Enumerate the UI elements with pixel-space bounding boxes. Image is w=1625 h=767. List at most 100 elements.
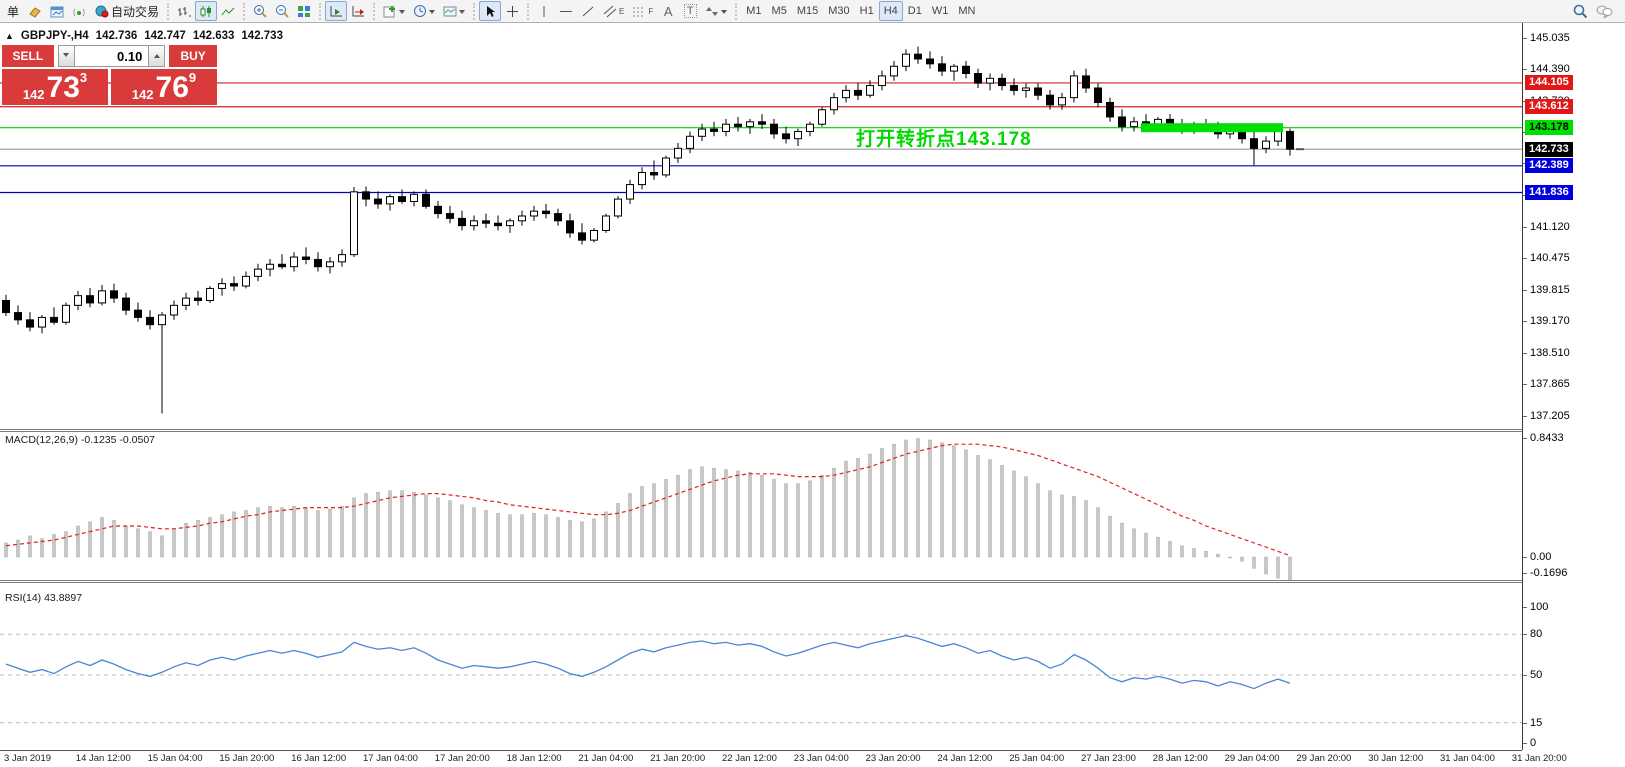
auto-scroll-button[interactable] [325, 1, 348, 21]
volume-increase-button[interactable] [148, 45, 166, 67]
macd-bar [364, 493, 368, 558]
macd-bar [520, 514, 524, 558]
price-tick-144.390: 144.390 [1530, 63, 1570, 76]
symbol-collapse-icon[interactable]: ▲ [5, 31, 14, 41]
macd-bar [1036, 483, 1040, 558]
bar-chart-mode-button[interactable] [173, 1, 195, 21]
vertical-line-tool-button[interactable] [533, 1, 555, 21]
clock-icon [414, 5, 427, 17]
search-button[interactable] [1569, 1, 1592, 21]
macd-bar [544, 514, 548, 558]
templates-button[interactable] [439, 1, 469, 21]
zoom-out-icon [276, 5, 289, 18]
time-label: 3 Jan 2019 [4, 753, 52, 764]
timeframe-mn-button[interactable]: MN [958, 5, 976, 17]
volume-decrease-button[interactable] [57, 45, 75, 67]
macd-bar [100, 517, 104, 558]
macd-bar [832, 467, 836, 558]
candle-body [326, 261, 334, 268]
chart-annotation-text[interactable]: 打开转折点143.178 [856, 129, 1032, 150]
arrows-tool-button[interactable] [701, 1, 731, 21]
volume-input[interactable]: 0.10 [74, 45, 149, 67]
axis-tickmark [1523, 743, 1527, 744]
candle-body [686, 135, 694, 149]
macd-bar [904, 439, 908, 558]
timeframe-w1-button[interactable]: W1 [931, 5, 949, 17]
ohlc-high: 142.747 [144, 30, 186, 42]
sell-button[interactable]: SELL [2, 45, 54, 67]
zoom-out-button[interactable] [271, 1, 293, 21]
timeframe-m5-button[interactable]: M5 [771, 5, 787, 17]
timeframe-h1-button[interactable]: H1 [859, 5, 874, 17]
macd-bar [796, 483, 800, 558]
channel-tool-button[interactable]: E [599, 1, 628, 21]
timeframe-m15-button[interactable]: M15 [796, 5, 819, 17]
sell-price-tile[interactable]: 142 73 3 [2, 69, 108, 105]
macd-bar [1168, 541, 1172, 558]
candle-body [842, 89, 850, 99]
macd-chart-canvas[interactable] [0, 432, 1522, 580]
rsi-chart-canvas[interactable] [0, 583, 1522, 750]
autotrading-button[interactable]: 自动交易 [90, 1, 163, 21]
timeframe-h4-button[interactable]: H4 [878, 1, 903, 21]
chat-button[interactable] [1592, 1, 1617, 21]
buy-button[interactable]: BUY [169, 45, 217, 67]
candle-body [134, 309, 142, 318]
macd-bar [688, 469, 692, 558]
candle-body [758, 121, 766, 125]
text-label-tool-button[interactable]: T [679, 1, 701, 21]
zoom-in-button[interactable] [249, 1, 271, 21]
axis-tickmark [1523, 573, 1527, 574]
fibonacci-icon [633, 7, 646, 16]
timeframe-m30-button[interactable]: M30 [828, 5, 850, 17]
macd-bar [52, 534, 56, 558]
trendline-tool-button[interactable] [577, 1, 599, 21]
toolbar: 单 自动交易 [0, 0, 1625, 23]
panel-divider[interactable] [0, 429, 1522, 432]
buy-price-prefix: 142 [131, 87, 154, 102]
new-order-button[interactable]: 单 [2, 1, 24, 21]
macd-bar [1228, 556, 1232, 559]
macd-bar [772, 479, 776, 558]
chart-shift-button[interactable] [347, 1, 369, 21]
bar-chart-icon [178, 6, 192, 16]
macd-bar [916, 438, 920, 558]
highlight-band[interactable] [1141, 123, 1283, 133]
indicators-button[interactable] [379, 1, 409, 21]
candle-body [950, 65, 958, 72]
tile-windows-button[interactable] [293, 1, 315, 21]
cursor-tool-button[interactable] [479, 1, 502, 21]
panel-divider[interactable] [0, 580, 1522, 583]
macd-bar [88, 521, 92, 558]
time-label: 30 Jan 12:00 [1368, 753, 1424, 764]
new-chart-window-icon[interactable] [46, 1, 68, 21]
axis-tickmark [1523, 416, 1527, 418]
buy-price-tile[interactable]: 142 76 9 [111, 69, 217, 105]
macd-bar [820, 474, 824, 558]
fibonacci-tool-button[interactable]: F [628, 1, 657, 21]
candle-body [506, 220, 514, 227]
candle-body [86, 295, 94, 304]
candlestick-mode-button[interactable] [195, 1, 218, 21]
macd-bar [436, 497, 440, 558]
macd-bar [604, 511, 608, 558]
market-watch-icon[interactable] [24, 1, 46, 21]
line-chart-mode-button[interactable] [217, 1, 239, 21]
candle-body [710, 128, 718, 132]
axis-tickmark [1523, 634, 1527, 636]
price-chart-canvas[interactable] [0, 23, 1522, 429]
price-tick-145.035: 145.035 [1530, 32, 1570, 44]
timeframe-d1-button[interactable]: D1 [907, 5, 922, 17]
text-tool-button[interactable]: A [657, 1, 679, 21]
candle-body [218, 283, 226, 289]
signals-button[interactable] [68, 1, 90, 21]
periods-button[interactable] [409, 1, 439, 21]
candle-body [998, 77, 1006, 87]
crosshair-tool-button[interactable] [501, 1, 523, 21]
time-axis[interactable]: 3 Jan 2019 14 Jan 12:00 15 Jan 04:00 15 Jan… [0, 751, 1567, 767]
timeframe-m1-button[interactable]: M1 [746, 5, 762, 17]
macd-bar [448, 500, 452, 558]
candle-body [1286, 130, 1294, 150]
horizontal-line-tool-button[interactable] [555, 1, 577, 21]
macd-bar [1240, 556, 1244, 562]
